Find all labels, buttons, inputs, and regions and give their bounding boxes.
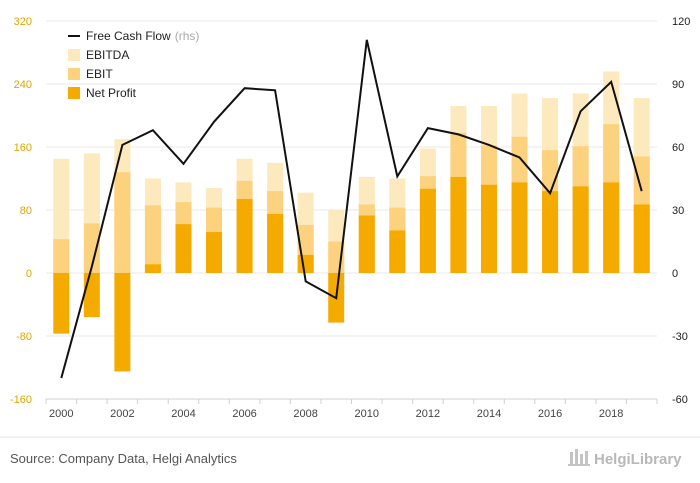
ebit-bar: [53, 239, 70, 273]
y-left-tick-label: -80: [16, 331, 32, 343]
net-profit-bar: [511, 182, 528, 273]
y-left-tick-label: 80: [20, 205, 32, 217]
net-profit-bar: [419, 188, 436, 273]
legend-swatch-ebit: [68, 68, 80, 80]
y-right-tick-label: 60: [672, 142, 684, 154]
ebit-bar: [114, 172, 131, 273]
net-profit-bar: [603, 182, 620, 273]
x-tick-label: 2016: [538, 408, 562, 420]
y-right-tick-label: 90: [672, 79, 684, 91]
legend-label-ebit: EBIT: [86, 67, 113, 81]
x-tick-label: 2006: [232, 408, 256, 420]
ebit-bar: [144, 205, 161, 273]
legend-label-net-profit: Net Profit: [86, 86, 137, 100]
net-profit-bar: [114, 273, 131, 372]
x-tick-label: 2000: [49, 408, 73, 420]
ebit-bar: [83, 223, 100, 273]
legend-label-ebitda: EBITDA: [86, 48, 129, 62]
legend-swatch-net-profit: [68, 87, 80, 99]
axes: 320 240 160 80 0 -80 -160 120 90 60 30 0 -30 -60 2000 2…: [10, 16, 690, 420]
net-profit-bar: [144, 264, 161, 273]
net-profit-bar: [267, 213, 284, 273]
y-left-tick-label: 240: [14, 79, 32, 91]
x-tick-label: 2002: [110, 408, 134, 420]
library-icon: [568, 449, 590, 466]
net-profit-bar: [83, 273, 100, 318]
net-profit-bar: [53, 273, 70, 334]
legend: Free Cash Flow (rhs) EBITDA EBIT Net Profit: [68, 29, 199, 100]
net-profit-bar: [389, 230, 406, 273]
x-tick-label: 2012: [416, 408, 440, 420]
net-profit-bar: [633, 204, 650, 273]
net-profit-bar: [542, 191, 559, 273]
net-profit-bar: [175, 224, 192, 273]
x-tick-label: 2018: [599, 408, 623, 420]
net-profit-bar: [480, 184, 497, 273]
net-profit-bar: [297, 254, 314, 273]
y-right-tick-label: 0: [672, 268, 678, 280]
legend-swatch-ebitda: [68, 49, 80, 61]
y-left-tick-label: 320: [14, 16, 32, 28]
x-tick-label: 2008: [293, 408, 317, 420]
y-left-tick-label: -160: [10, 394, 32, 406]
y-right-tick-label: -60: [672, 394, 688, 406]
net-profit-bar: [206, 232, 223, 273]
source-note: Source: Company Data, Helgi Analytics: [10, 451, 237, 466]
free-cash-flow-line-group: [60, 39, 643, 379]
net-profit-bar: [358, 215, 375, 273]
x-tick-label: 2010: [355, 408, 379, 420]
y-right-tick-label: 30: [672, 205, 684, 217]
brand-logo: HelgiLibrary: [568, 449, 682, 468]
y-left-tick-label: 160: [14, 142, 32, 154]
x-tick-label: 2004: [171, 408, 195, 420]
net-profit-bar: [450, 176, 467, 273]
x-tick-label: 2014: [477, 408, 501, 420]
legend-rhs-note: (rhs): [175, 29, 200, 43]
legend-label-free-cash-flow: Free Cash Flow: [86, 29, 171, 43]
net-profit-bar: [572, 186, 589, 273]
y-left-tick-label: 0: [26, 268, 32, 280]
brand-name: HelgiLibrary: [594, 451, 682, 468]
bars: [53, 71, 650, 372]
net-profit-bar: [236, 198, 253, 273]
y-right-tick-label: -30: [672, 331, 688, 343]
free-cash-flow-line: [60, 39, 643, 379]
y-right-tick-label: 120: [672, 16, 690, 28]
